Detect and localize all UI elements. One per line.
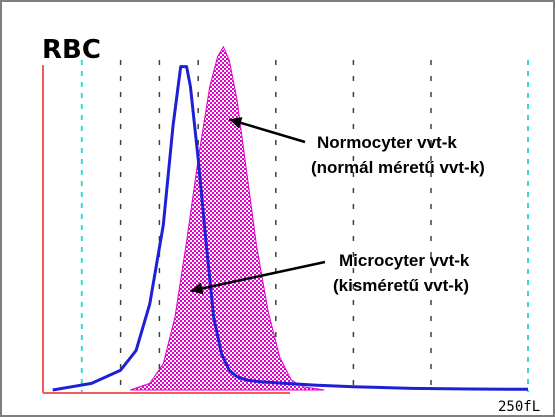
series-1 [130, 45, 325, 391]
annotation: Normocyter vvt-k (normál méretű vvt-k) [228, 117, 485, 177]
annotation-text: Microcyter vvt-k [339, 251, 470, 270]
chart-title: RBC [42, 35, 101, 65]
annotation-text: (kisméretű vvt-k) [333, 276, 469, 295]
x-tick-label: 250fL [498, 399, 540, 415]
annotation: Microcyter vvt-k (kisméretű vvt-k) [190, 251, 470, 295]
annotation-arrow-line [228, 118, 306, 144]
annotations: Normocyter vvt-k (normál méretű vvt-k) Mic… [190, 117, 485, 295]
annotation-text: Normocyter vvt-k [317, 133, 457, 152]
series-layer [52, 45, 529, 392]
annotation-arrow-head [229, 117, 243, 129]
annotation-arrow-head [190, 282, 204, 295]
x-tick-labels: 250fL [498, 399, 540, 415]
annotation-arrow-line [190, 260, 326, 293]
annotation-text: (normál méretű vvt-k) [311, 158, 485, 177]
series-0 [52, 65, 529, 392]
series-area [130, 45, 325, 391]
series-line [52, 65, 529, 392]
